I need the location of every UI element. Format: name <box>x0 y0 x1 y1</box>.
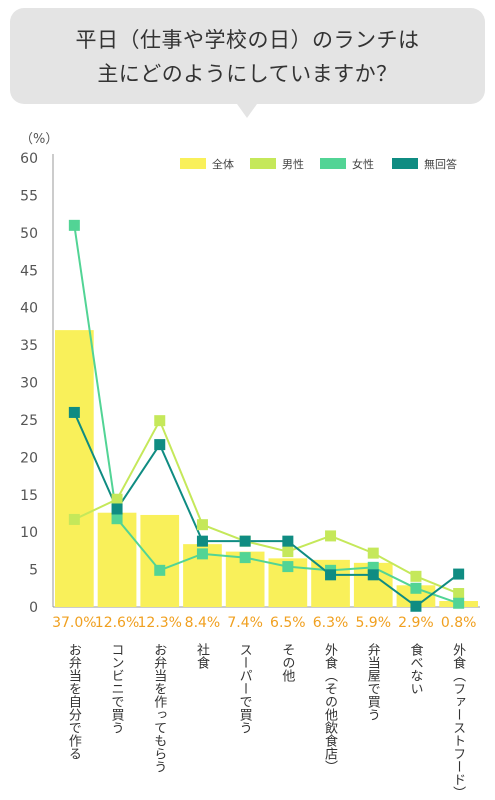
bar-overall <box>140 514 180 607</box>
legend-label: 女性 <box>352 157 374 171</box>
series-marker-2 <box>68 406 80 418</box>
category-label: その他 <box>279 643 295 683</box>
series-marker-2 <box>325 569 337 581</box>
y-tick-label: 25 <box>20 413 38 429</box>
bar-value-label: 12.6% <box>95 615 139 631</box>
bar-value-label: 7.4% <box>227 615 263 631</box>
series-marker-0 <box>325 530 337 542</box>
question-bubble-tail <box>237 104 257 118</box>
y-tick-label: 60 <box>20 151 38 167</box>
series-marker-1 <box>68 219 80 231</box>
series-marker-1 <box>154 564 166 576</box>
series-marker-0 <box>111 493 123 505</box>
bar-value-label: 0.8% <box>441 615 477 631</box>
category-label: コンビニで買う <box>109 643 125 734</box>
category-label: お弁当を作ってもらう <box>151 643 167 773</box>
category-label: 社食 <box>194 642 210 669</box>
bar-overall <box>55 330 94 607</box>
bar-value-label: 6.5% <box>270 615 306 631</box>
question-bubble <box>10 8 485 104</box>
series-marker-2 <box>453 568 465 580</box>
y-tick-label: 10 <box>20 525 38 541</box>
y-axis-unit-label: （%） <box>20 132 58 147</box>
y-tick-label: 15 <box>20 488 38 504</box>
series-marker-0 <box>196 519 208 531</box>
legend-swatch <box>180 158 206 169</box>
y-tick-label: 55 <box>20 188 38 204</box>
y-tick-label: 0 <box>29 600 38 616</box>
y-tick-label: 40 <box>20 301 38 317</box>
bar-value-label: 37.0% <box>52 615 96 631</box>
series-marker-2 <box>410 600 422 612</box>
category-label: 食べない <box>407 642 423 695</box>
legend-label: 無回答 <box>424 157 457 171</box>
category-label: スーパーで買う <box>237 643 253 734</box>
y-tick-label: 35 <box>20 338 38 354</box>
legend-label: 男性 <box>282 157 304 171</box>
series-marker-0 <box>154 415 166 427</box>
bar-value-label: 12.3% <box>138 615 182 631</box>
bar-value-label: 8.4% <box>185 615 221 631</box>
y-tick-label: 30 <box>20 376 38 392</box>
legend-swatch <box>320 158 346 169</box>
series-marker-0 <box>453 588 465 600</box>
series-marker-1 <box>453 597 465 609</box>
bar-value-label: 2.9% <box>398 615 434 631</box>
legend-swatch <box>250 158 276 169</box>
bar-value-label: 6.3% <box>313 615 349 631</box>
legend-swatch <box>392 158 418 169</box>
question-title-line-2: 主にどのようにしていますか？ <box>97 62 398 86</box>
bar-value-label: 5.9% <box>355 615 391 631</box>
category-label: 外食（ファーストフード） <box>450 643 466 799</box>
series-marker-1 <box>410 582 422 594</box>
series-marker-1 <box>239 552 251 564</box>
series-marker-2 <box>239 535 251 547</box>
series-marker-0 <box>367 547 379 559</box>
series-marker-1 <box>367 561 379 573</box>
series-marker-1 <box>282 561 294 573</box>
series-line-1 <box>73 225 459 605</box>
category-label: 弁当屋で買う <box>365 643 381 721</box>
bar-overall <box>97 512 137 607</box>
question-title-line-1: 平日（仕事や学校の日）のランチは <box>75 28 420 52</box>
y-tick-label: 5 <box>29 563 38 579</box>
series-marker-0 <box>282 546 294 558</box>
y-tick-label: 50 <box>20 226 38 242</box>
series-line-2 <box>73 412 460 608</box>
series-marker-0 <box>68 513 80 525</box>
series-marker-0 <box>410 570 422 582</box>
series-marker-2 <box>154 439 166 451</box>
series-marker-2 <box>196 535 208 547</box>
series-marker-2 <box>367 569 379 581</box>
legend-label: 全体 <box>212 157 234 171</box>
category-label: お弁当を自分で作る <box>66 643 82 760</box>
y-tick-label: 20 <box>20 450 38 466</box>
series-marker-1 <box>111 513 123 525</box>
category-label: 外食（その他飲食店） <box>322 643 338 773</box>
series-marker-2 <box>111 503 123 515</box>
series-line-0 <box>73 418 460 595</box>
series-marker-1 <box>196 548 208 560</box>
series-marker-2 <box>282 535 294 547</box>
y-tick-label: 45 <box>20 263 38 279</box>
